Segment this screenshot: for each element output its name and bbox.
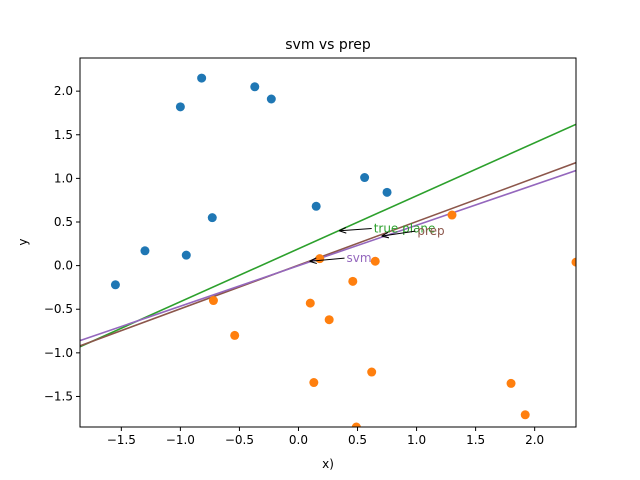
scatter-point-s1-10	[447, 210, 457, 220]
x-tick-label-2: −0.5	[225, 433, 254, 447]
x-axis-label: x)	[322, 457, 334, 471]
model-line-0	[80, 123, 576, 348]
scatter-point-s1-5	[324, 315, 334, 325]
x-tick-label-3: 0.0	[289, 433, 308, 447]
x-tick-label-5: 1.0	[407, 433, 426, 447]
x-tick-label-6: 1.5	[466, 433, 485, 447]
annotation-arrow-2	[310, 258, 345, 261]
y-tick-label-4: 0.5	[54, 215, 73, 229]
scatter-point-s1-2	[305, 298, 315, 308]
y-tick-label-2: −0.5	[44, 302, 73, 316]
scatter-point-s0-1	[140, 246, 150, 256]
scatter-point-s0-9	[360, 173, 370, 183]
y-tick-label-3: 0.0	[54, 259, 73, 273]
y-tick-label-7: 2.0	[54, 84, 73, 98]
scatter-point-s0-8	[311, 201, 321, 211]
plot-area	[80, 73, 576, 427]
model-line-2	[80, 169, 576, 342]
scatter-point-s1-11	[506, 378, 516, 388]
x-tick-label-0: −1.5	[107, 433, 136, 447]
scatter-point-s1-7	[351, 422, 361, 427]
scatter-point-s0-6	[250, 82, 260, 92]
scatter-point-s1-13	[571, 257, 576, 267]
y-tick-label-0: −1.5	[44, 389, 73, 403]
scatter-point-s0-7	[266, 94, 276, 104]
y-axis-label: y	[16, 238, 30, 245]
annotation-arrow-0	[340, 228, 372, 230]
scatter-point-s1-0	[208, 296, 218, 306]
model-line-1	[80, 161, 576, 347]
y-tick-label-6: 1.5	[54, 128, 73, 142]
y-tick-label-1: −1.0	[44, 346, 73, 360]
axes-frame	[79, 57, 577, 428]
scatter-point-s0-2	[175, 102, 185, 112]
y-tick-label-5: 1.0	[54, 171, 73, 185]
scatter-point-s1-12	[520, 410, 530, 420]
scatter-point-s1-6	[348, 276, 358, 286]
annotation-label-0: true plane	[374, 221, 436, 235]
scatter-point-s1-3	[309, 378, 319, 388]
annotation-label-1: prep	[417, 224, 444, 238]
scatter-point-s1-4	[315, 254, 325, 264]
scatter-point-s0-4	[197, 73, 207, 83]
annotation-arrow-1	[382, 230, 416, 236]
annotation-label-2: svm	[347, 251, 372, 265]
scatter-point-s1-9	[370, 256, 380, 266]
scatter-point-s0-10	[382, 187, 392, 197]
scatter-point-s0-0	[110, 280, 120, 290]
scatter-point-s0-3	[181, 250, 191, 260]
x-tick-label-4: 0.5	[348, 433, 367, 447]
x-tick-label-7: 2.0	[525, 433, 544, 447]
scatter-point-s1-8	[367, 367, 377, 377]
chart-title: svm vs prep	[285, 37, 371, 53]
scatter-point-s0-5	[207, 213, 217, 223]
scatter-point-s1-1	[230, 330, 240, 340]
x-tick-label-1: −1.0	[166, 433, 195, 447]
